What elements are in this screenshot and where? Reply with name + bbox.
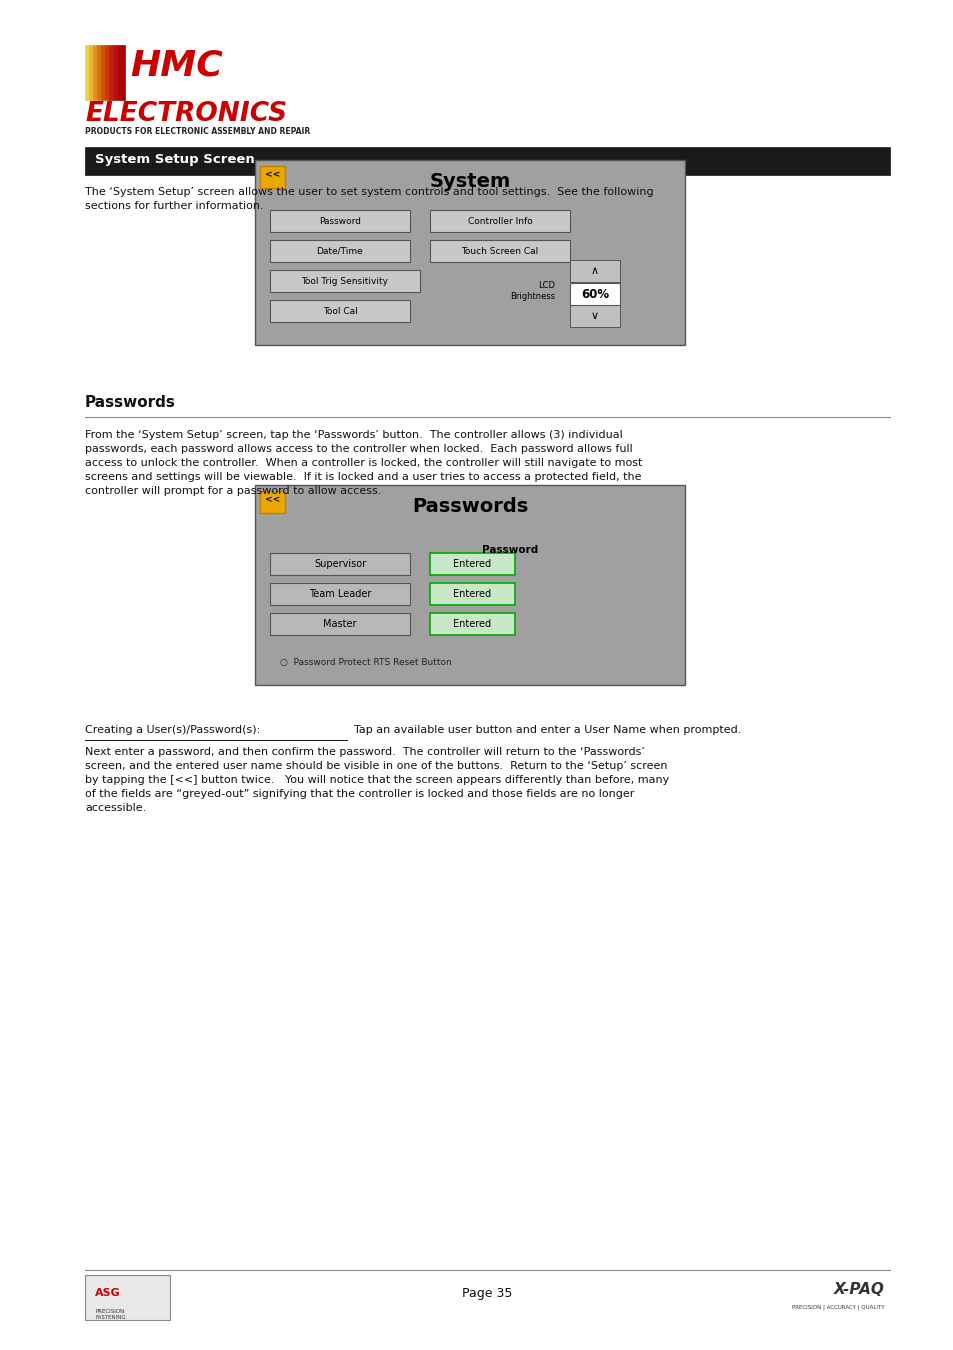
Bar: [569, 261, 619, 282]
Bar: [97, 45, 101, 100]
Bar: [112, 45, 117, 100]
Text: Supervisor: Supervisor: [314, 559, 366, 568]
Text: ∧: ∧: [590, 266, 598, 275]
Text: The ‘System Setup’ screen allows the user to set system controls and tool settin: The ‘System Setup’ screen allows the use…: [85, 188, 653, 211]
Text: Creating a User(s)/Password(s):: Creating a User(s)/Password(s):: [85, 725, 260, 734]
Text: 60%: 60%: [580, 288, 608, 301]
Text: Touch Screen Cal: Touch Screen Cal: [461, 247, 538, 255]
Text: Passwords: Passwords: [412, 497, 528, 516]
Text: Entered: Entered: [453, 589, 491, 599]
Bar: [430, 240, 569, 262]
Text: Tap an available user button and enter a User Name when prompted.: Tap an available user button and enter a…: [347, 725, 740, 734]
Bar: [430, 583, 515, 605]
Text: LCD
Brightness: LCD Brightness: [509, 281, 555, 301]
Bar: [85, 45, 89, 100]
Text: ASG: ASG: [95, 1288, 121, 1297]
Bar: [430, 613, 515, 634]
Text: HMC: HMC: [130, 49, 222, 82]
Text: Password: Password: [481, 545, 537, 555]
Text: Password: Password: [318, 216, 360, 225]
Bar: [85, 147, 889, 176]
Bar: [270, 240, 410, 262]
Bar: [270, 300, 410, 323]
Bar: [101, 45, 105, 100]
Text: Date/Time: Date/Time: [316, 247, 363, 255]
Bar: [260, 166, 285, 188]
Bar: [430, 211, 569, 232]
Bar: [569, 284, 619, 305]
Bar: [569, 305, 619, 327]
Text: PRECISION
FASTENING: PRECISION FASTENING: [95, 1310, 126, 1320]
Bar: [270, 554, 410, 575]
Bar: [270, 211, 410, 232]
Bar: [89, 45, 92, 100]
Text: ELECTRONICS: ELECTRONICS: [85, 101, 287, 127]
Text: ○  Password Protect RTS Reset Button: ○ Password Protect RTS Reset Button: [280, 659, 452, 667]
Bar: [270, 270, 419, 292]
Text: Tool Trig Sensitivity: Tool Trig Sensitivity: [301, 277, 388, 285]
Bar: [430, 554, 515, 575]
Bar: [260, 491, 285, 513]
Bar: [270, 613, 410, 634]
Text: Page 35: Page 35: [462, 1287, 512, 1300]
Text: ∨: ∨: [590, 310, 598, 321]
Text: PRECISION | ACCURACY | QUALITY: PRECISION | ACCURACY | QUALITY: [792, 1305, 884, 1311]
Text: System: System: [429, 171, 510, 190]
Text: Next enter a password, and then confirm the password.  The controller will retur: Next enter a password, and then confirm …: [85, 747, 669, 813]
Text: <<: <<: [265, 495, 280, 504]
Text: System Setup Screen: System Setup Screen: [95, 153, 254, 166]
Text: Entered: Entered: [453, 620, 491, 629]
Bar: [105, 45, 109, 100]
Text: <<: <<: [265, 170, 280, 180]
Bar: [270, 583, 410, 605]
Text: Master: Master: [323, 620, 356, 629]
Text: Controller Info: Controller Info: [467, 216, 532, 225]
Bar: [254, 485, 684, 684]
Text: Passwords: Passwords: [85, 396, 175, 410]
Bar: [85, 1274, 170, 1320]
Text: PRODUCTS FOR ELECTRONIC ASSEMBLY AND REPAIR: PRODUCTS FOR ELECTRONIC ASSEMBLY AND REP…: [85, 127, 310, 136]
Text: Team Leader: Team Leader: [309, 589, 371, 599]
Text: Entered: Entered: [453, 559, 491, 568]
Bar: [109, 45, 112, 100]
Text: Tool Cal: Tool Cal: [322, 306, 357, 316]
Bar: [254, 161, 684, 346]
Bar: [121, 45, 125, 100]
Bar: [92, 45, 97, 100]
Text: From the ‘System Setup’ screen, tap the ‘Passwords’ button.  The controller allo: From the ‘System Setup’ screen, tap the …: [85, 431, 641, 495]
Bar: [117, 45, 121, 100]
Text: X-PAQ: X-PAQ: [833, 1282, 884, 1297]
